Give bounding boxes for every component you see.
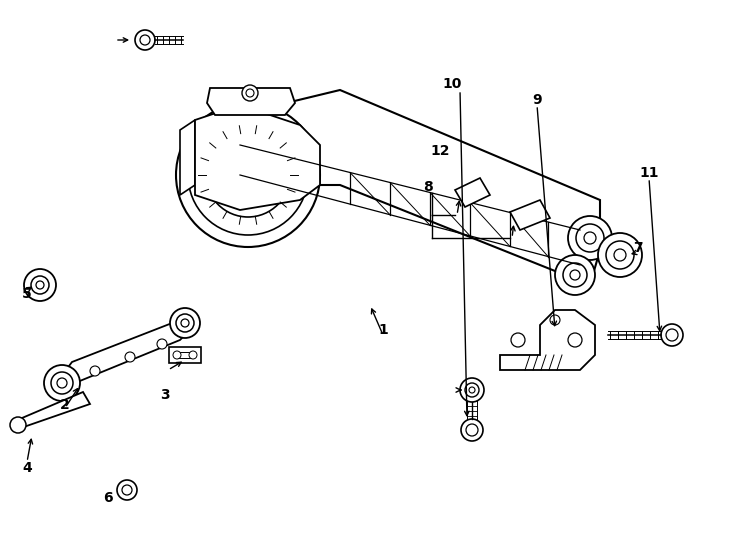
Circle shape [661,324,683,346]
Circle shape [465,383,479,397]
Circle shape [10,417,26,433]
Circle shape [466,424,478,436]
Circle shape [614,249,626,261]
Polygon shape [500,310,595,370]
Text: 4: 4 [22,461,32,475]
Text: 9: 9 [532,93,542,107]
Circle shape [511,333,525,347]
Circle shape [181,319,189,327]
Circle shape [117,480,137,500]
Polygon shape [207,88,295,115]
Circle shape [173,351,181,359]
Text: 10: 10 [443,77,462,91]
Text: 3: 3 [160,388,170,402]
Circle shape [461,419,483,441]
Text: 11: 11 [639,166,658,180]
Polygon shape [455,178,490,207]
Circle shape [460,378,484,402]
Circle shape [140,35,150,45]
Text: 7: 7 [633,241,643,255]
Circle shape [236,163,260,187]
Text: 5: 5 [22,287,32,301]
Circle shape [189,351,197,359]
Circle shape [31,276,49,294]
Polygon shape [15,392,90,430]
Circle shape [598,233,642,277]
Circle shape [242,85,258,101]
Circle shape [36,281,44,289]
Circle shape [57,378,67,388]
Circle shape [469,387,475,393]
Circle shape [246,89,254,97]
Circle shape [122,485,132,495]
Circle shape [568,333,582,347]
Text: 2: 2 [60,398,70,412]
Text: 12: 12 [430,144,450,158]
Circle shape [44,365,80,401]
Polygon shape [510,200,550,230]
Circle shape [135,30,155,50]
Circle shape [223,150,273,200]
Circle shape [576,224,604,252]
Polygon shape [195,90,600,285]
Circle shape [206,133,290,217]
Circle shape [24,269,56,301]
Circle shape [666,329,678,341]
Circle shape [125,352,135,362]
Text: 8: 8 [423,180,433,194]
Circle shape [606,241,634,269]
Circle shape [570,270,580,280]
Circle shape [555,255,595,295]
Circle shape [157,339,167,349]
Circle shape [188,115,308,235]
Circle shape [550,315,560,325]
Polygon shape [169,347,201,363]
Polygon shape [60,318,190,385]
Circle shape [170,308,200,338]
Text: 1: 1 [378,323,388,337]
Circle shape [176,103,320,247]
Polygon shape [195,105,320,210]
Circle shape [563,263,587,287]
Circle shape [176,314,194,332]
Circle shape [584,232,596,244]
Circle shape [51,372,73,394]
Text: 6: 6 [103,491,113,505]
Circle shape [90,366,100,376]
Polygon shape [180,120,195,195]
Circle shape [568,216,612,260]
